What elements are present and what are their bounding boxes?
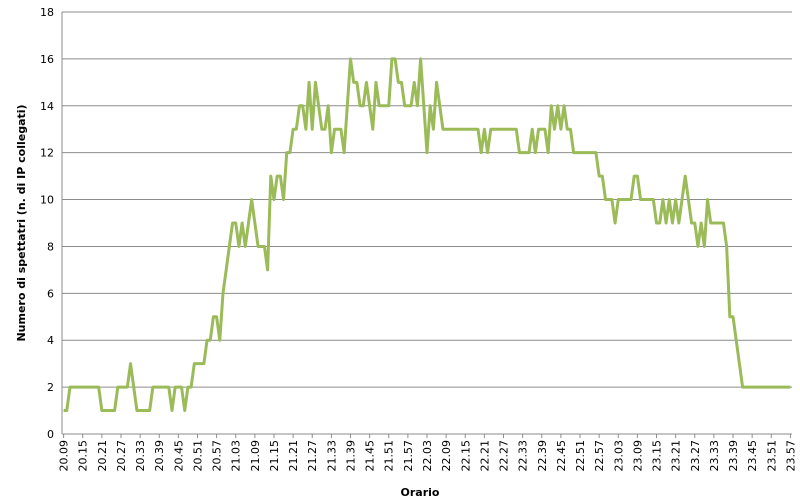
x-tick-label: 23.45 — [746, 440, 759, 472]
x-tick-label: 23.21 — [670, 440, 683, 472]
x-tick-label: 21.03 — [230, 440, 243, 472]
x-tick-label: 23.27 — [689, 440, 702, 472]
x-tick-label: 21.27 — [306, 440, 319, 472]
x-axis-title: Orario — [401, 486, 440, 499]
y-tick-label: 6 — [47, 287, 54, 300]
x-tick-label: 20.15 — [77, 440, 90, 472]
x-tick-label: 20.09 — [58, 440, 71, 472]
x-tick-label: 20.21 — [96, 440, 109, 472]
x-tick-label: 20.39 — [153, 440, 166, 472]
y-axis-title: Numero di spettatri (n. di IP collegati) — [15, 104, 28, 341]
x-tick-label: 23.57 — [784, 440, 797, 472]
x-tick-label: 23.33 — [708, 440, 721, 472]
data-line — [63, 57, 791, 413]
x-tick-label: 22.51 — [574, 440, 587, 472]
y-tick-label: 8 — [47, 240, 54, 253]
y-tick-label: 12 — [40, 147, 54, 160]
x-tick-label: 21.09 — [249, 440, 262, 472]
x-tick-label: 23.15 — [651, 440, 664, 472]
x-tick-label: 22.57 — [593, 440, 606, 472]
x-tick-label: 22.09 — [440, 440, 453, 472]
x-tick-label: 23.39 — [727, 440, 740, 472]
x-tick-label: 22.39 — [536, 440, 549, 472]
x-tick-label: 21.39 — [344, 440, 357, 472]
y-tick-label: 0 — [47, 428, 54, 441]
x-tick-label: 20.45 — [172, 440, 185, 472]
x-tick-label: 22.27 — [498, 440, 511, 472]
x-tick-label: 20.27 — [115, 440, 128, 472]
y-tick-label: 2 — [47, 381, 54, 394]
x-tick-label: 21.21 — [287, 440, 300, 472]
y-tick-label: 10 — [40, 194, 54, 207]
x-tick-label: 22.21 — [478, 440, 491, 472]
x-tick-label: 23.03 — [612, 440, 625, 472]
x-tick-label: 20.57 — [211, 440, 224, 472]
x-tick-label: 21.33 — [325, 440, 338, 472]
x-tick-label: 20.33 — [134, 440, 147, 472]
x-tick-label: 21.15 — [268, 440, 281, 472]
y-tick-label: 14 — [40, 100, 54, 113]
y-tick-label: 18 — [40, 6, 54, 19]
y-tick-label: 16 — [40, 53, 54, 66]
x-tick-label: 22.33 — [517, 440, 530, 472]
x-tick-label: 20.51 — [191, 440, 204, 472]
x-tick-label: 21.51 — [383, 440, 396, 472]
x-tick-label: 21.45 — [364, 440, 377, 472]
x-tick-label: 23.09 — [631, 440, 644, 472]
x-tick-label: 22.03 — [421, 440, 434, 472]
x-tick-label: 21.57 — [402, 440, 415, 472]
x-tick-label: 23.51 — [765, 440, 778, 472]
x-tick-label: 22.15 — [459, 440, 472, 472]
y-tick-label: 4 — [47, 334, 54, 347]
x-tick-label: 22.45 — [555, 440, 568, 472]
